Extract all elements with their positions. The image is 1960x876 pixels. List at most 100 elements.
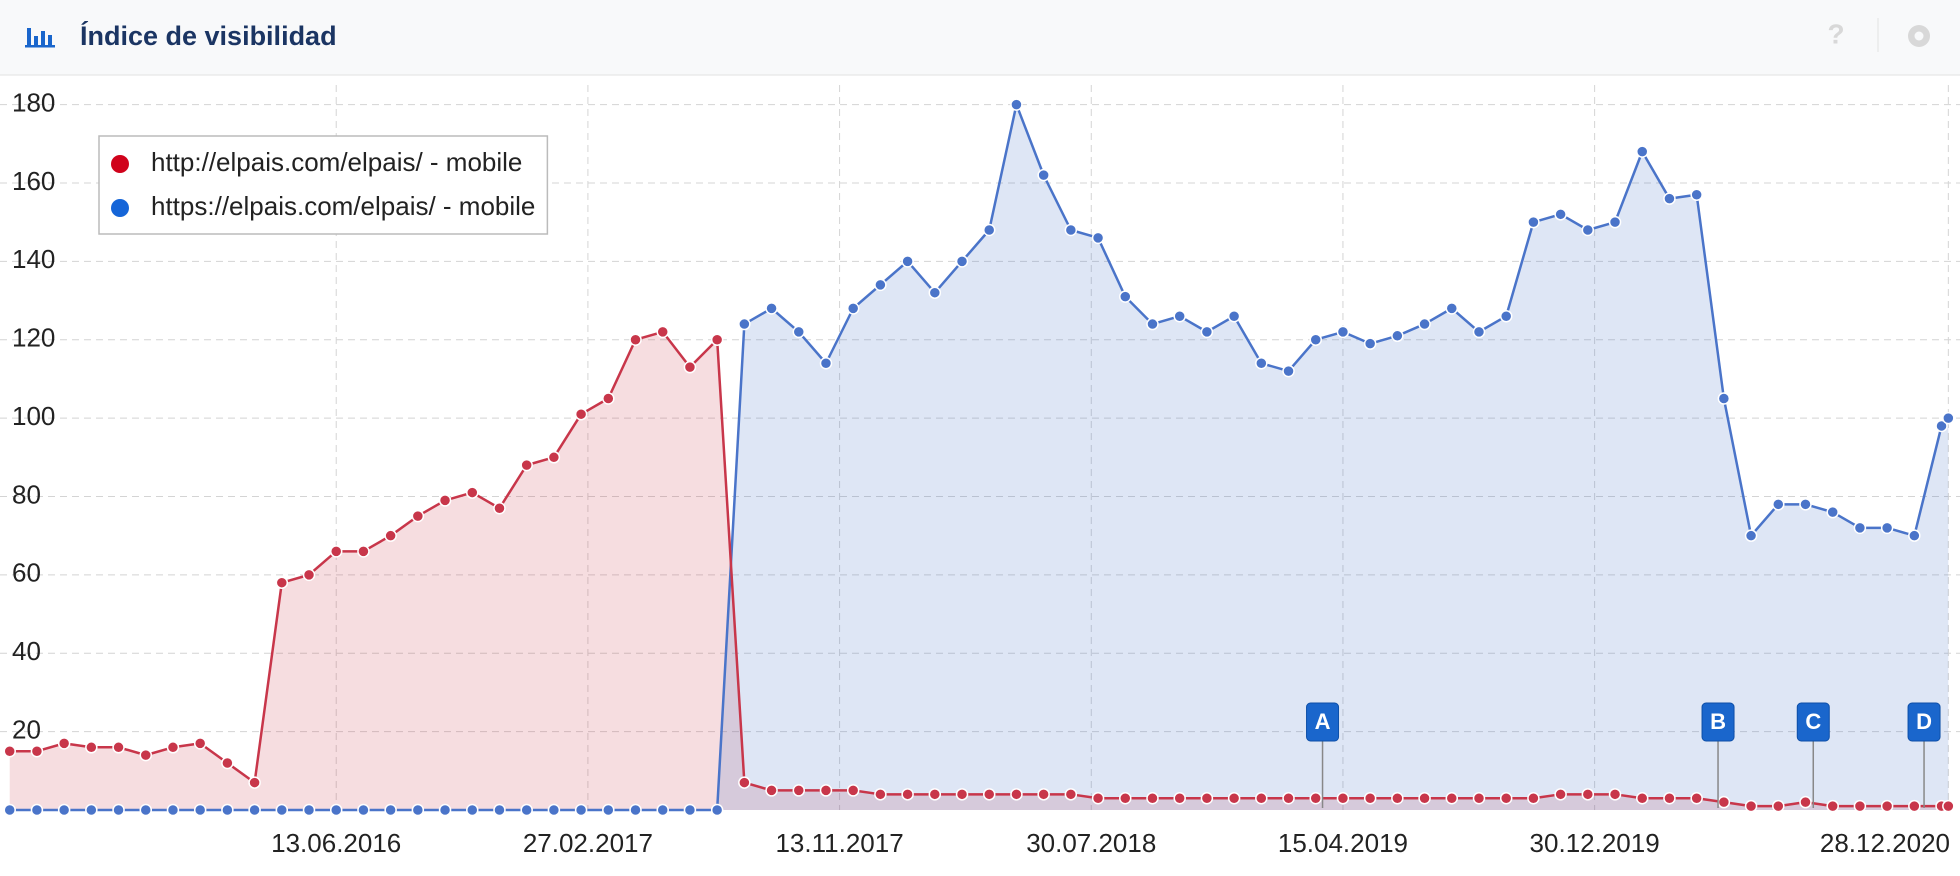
- data-point: [846, 784, 860, 797]
- data-point: [3, 803, 16, 817]
- y-tick-label: 140: [12, 244, 55, 274]
- y-tick-label: 60: [12, 558, 41, 588]
- help-icon[interactable]: ?: [1827, 18, 1844, 49]
- y-tick-label: 120: [12, 323, 55, 353]
- y-tick-label: 80: [12, 479, 41, 509]
- data-point: [248, 776, 261, 789]
- event-flag: [1306, 702, 1340, 742]
- data-point: [1119, 791, 1132, 805]
- data-point: [1146, 791, 1159, 805]
- data-point: [275, 803, 289, 817]
- data-point: [1227, 791, 1241, 805]
- data-point: [112, 741, 125, 754]
- data-point: [438, 803, 452, 817]
- data-point: [928, 788, 942, 801]
- event-label: D: [1916, 709, 1932, 734]
- data-point: [1418, 317, 1431, 331]
- data-point: [112, 803, 125, 817]
- data-point: [221, 803, 234, 817]
- event-flag: [1907, 702, 1941, 742]
- data-point: [1445, 791, 1459, 805]
- x-tick-label: 13.11.2017: [775, 828, 903, 858]
- y-tick-label: 100: [12, 401, 55, 431]
- data-point: [738, 776, 751, 789]
- data-point: [1690, 791, 1703, 805]
- x-tick-label: 28.12.2020: [1820, 828, 1950, 858]
- data-point: [792, 325, 806, 339]
- data-point: [1635, 145, 1649, 158]
- data-point: [1309, 333, 1322, 346]
- data-point: [57, 737, 71, 750]
- data-point: [1717, 795, 1731, 809]
- data-point: [1942, 799, 1955, 813]
- data-point: [928, 286, 942, 299]
- legend-label: https://elpais.com/elpais/ - mobile: [151, 191, 535, 221]
- data-point: [629, 333, 642, 346]
- data-point: [1908, 529, 1921, 542]
- data-point: [955, 255, 969, 268]
- data-point: [1908, 799, 1921, 813]
- event-flag: [1796, 702, 1830, 742]
- data-point: [1799, 498, 1812, 511]
- data-point: [1363, 337, 1377, 350]
- data-point: [1010, 788, 1023, 801]
- data-point: [683, 803, 697, 817]
- data-point: [1690, 188, 1703, 201]
- data-point: [1282, 364, 1295, 378]
- settings-icon[interactable]: [1908, 25, 1930, 47]
- data-point: [166, 803, 180, 817]
- data-point: [1880, 521, 1894, 535]
- data-point: [221, 756, 234, 770]
- data-point: [1853, 799, 1867, 813]
- series-area: [9, 104, 1949, 810]
- data-point: [1663, 791, 1676, 805]
- y-tick-label: 20: [12, 714, 41, 744]
- data-point: [1445, 302, 1459, 315]
- data-point: [547, 451, 561, 464]
- data-point: [302, 803, 316, 817]
- x-tick-label: 27.02.2017: [523, 828, 653, 858]
- data-point: [1363, 791, 1377, 805]
- data-point: [819, 784, 833, 797]
- data-point: [874, 278, 887, 292]
- data-point: [466, 486, 479, 499]
- legend-marker: [111, 199, 129, 217]
- data-point: [1581, 223, 1595, 237]
- data-point: [982, 788, 996, 801]
- data-point: [982, 223, 996, 237]
- data-point: [602, 392, 615, 405]
- data-point: [1146, 317, 1159, 331]
- data-point: [1880, 799, 1894, 813]
- data-point: [1942, 411, 1955, 425]
- data-point: [819, 356, 833, 370]
- data-point: [493, 501, 506, 515]
- data-point: [166, 741, 180, 754]
- x-tick-label: 30.12.2019: [1530, 828, 1660, 858]
- data-point: [547, 803, 561, 817]
- data-point: [765, 302, 778, 315]
- y-tick-label: 160: [12, 166, 55, 196]
- y-tick-label: 40: [12, 636, 41, 666]
- data-point: [1799, 795, 1812, 809]
- event-label: C: [1805, 709, 1821, 734]
- data-point: [683, 360, 697, 374]
- data-point: [3, 744, 16, 758]
- data-point: [384, 529, 397, 542]
- data-point: [1227, 309, 1241, 323]
- data-point: [1935, 419, 1948, 433]
- data-point: [1255, 356, 1268, 370]
- legend-box: [98, 135, 549, 235]
- data-point: [411, 803, 425, 817]
- data-point: [738, 317, 751, 331]
- data-point: [1282, 791, 1295, 805]
- data-point: [1200, 791, 1214, 805]
- data-point: [574, 407, 588, 421]
- data-point: [1037, 168, 1050, 182]
- data-point: [139, 803, 153, 817]
- data-point: [1200, 325, 1214, 339]
- data-point: [1527, 215, 1540, 229]
- data-point: [275, 576, 289, 589]
- data-point: [357, 545, 370, 558]
